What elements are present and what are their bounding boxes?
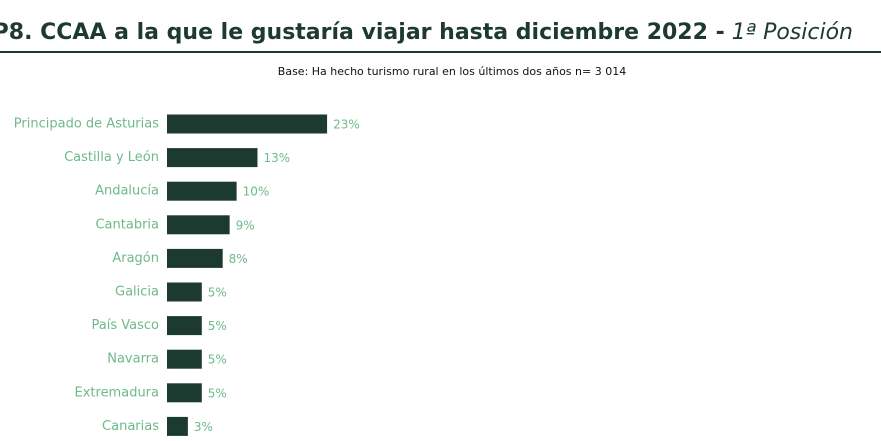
bar bbox=[167, 114, 328, 134]
value-label: 5% bbox=[208, 319, 227, 333]
value-label: 23% bbox=[333, 118, 360, 132]
bar bbox=[167, 383, 202, 403]
value-label: 3% bbox=[194, 420, 213, 434]
category-label: Galicia bbox=[115, 285, 159, 300]
title-emphasis: 1ª Posición bbox=[732, 20, 853, 45]
bar bbox=[167, 181, 237, 201]
value-label: 5% bbox=[208, 386, 227, 400]
category-label: País Vasco bbox=[92, 318, 160, 333]
category-label: Aragón bbox=[112, 251, 159, 266]
bar bbox=[167, 316, 202, 336]
value-label: 8% bbox=[229, 252, 248, 266]
subtitle: Base: Ha hecho turismo rural en los últi… bbox=[278, 65, 626, 78]
category-label: Canarias bbox=[102, 419, 159, 434]
category-label: Principado de Asturias bbox=[14, 117, 159, 132]
value-label: 5% bbox=[208, 286, 227, 300]
bar bbox=[167, 416, 188, 436]
value-label: 10% bbox=[243, 185, 270, 199]
bar bbox=[167, 148, 258, 168]
value-label: 13% bbox=[263, 151, 290, 165]
category-label: Andalucía bbox=[95, 184, 159, 199]
category-label: Extremadura bbox=[75, 385, 160, 400]
value-label: 5% bbox=[208, 353, 227, 367]
category-label: Castilla y León bbox=[64, 150, 159, 165]
bar bbox=[167, 215, 230, 235]
bar bbox=[167, 349, 202, 369]
bar bbox=[167, 282, 202, 302]
category-label: Cantabria bbox=[95, 217, 159, 232]
title-main: P8. CCAA a la que le gustaría viajar has… bbox=[0, 20, 725, 45]
bar bbox=[167, 248, 223, 268]
value-label: 9% bbox=[236, 218, 255, 232]
chart-title: P8. CCAA a la que le gustaría viajar has… bbox=[0, 20, 853, 45]
category-label: Navarra bbox=[107, 352, 159, 367]
